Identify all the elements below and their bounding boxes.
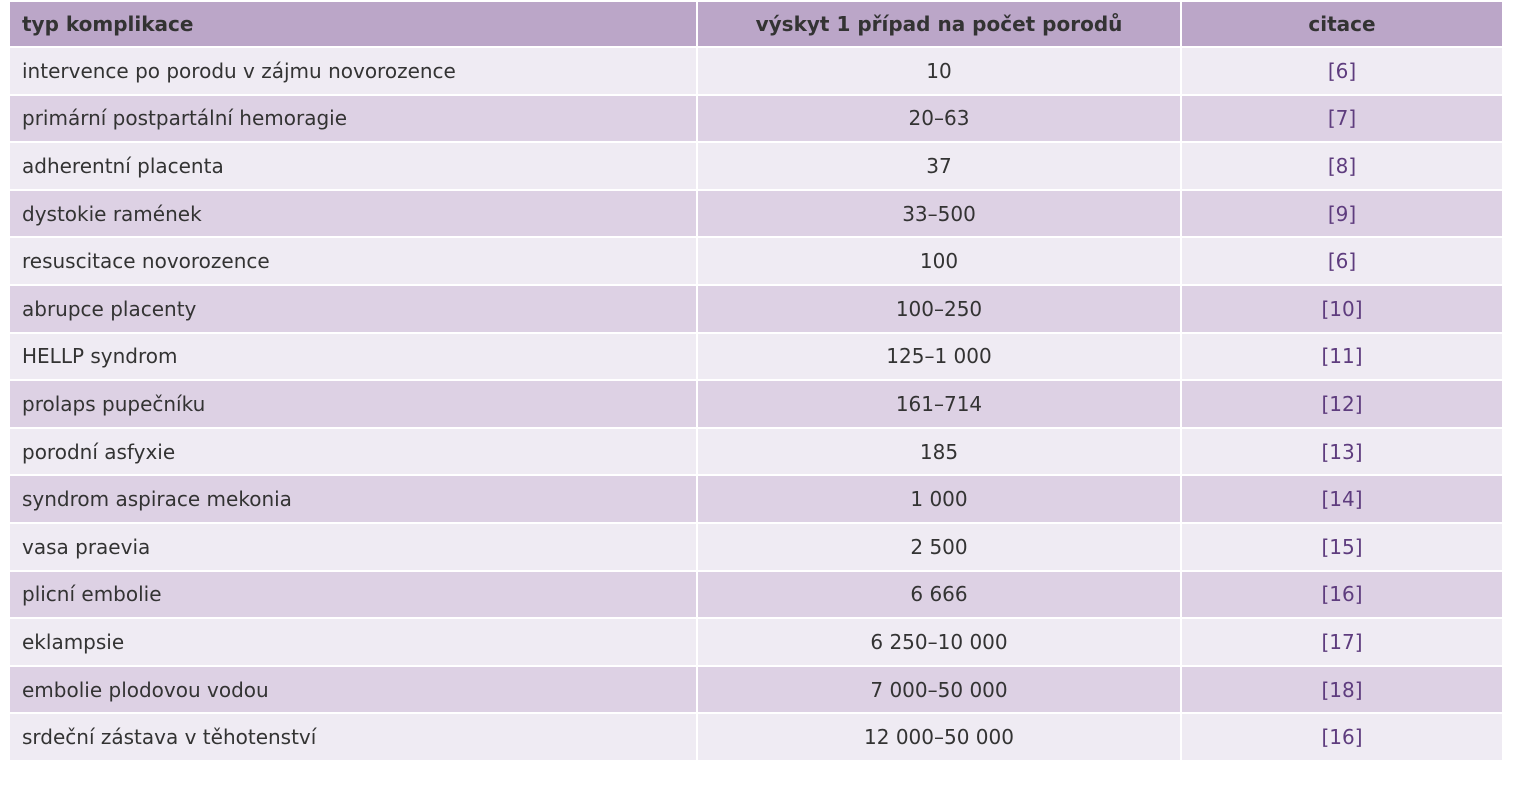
citation[interactable]: [11] [1180,331,1504,382]
citation[interactable]: [6] [1180,236,1504,286]
complication-type: srdeční zástava v těhotenství [8,712,698,762]
table-row: adherentní placenta 37 [8] [8,141,1504,191]
header-row: typ komplikace výskyt 1 případ na počet … [8,0,1504,48]
table-row: plicní embolie 6 666 [16] [8,569,1504,620]
table-row: srdeční zástava v těhotenství 12 000–50 0… [8,712,1504,762]
table-row: HELLP syndrom 125–1 000 [11] [8,331,1504,382]
incidence: 161–714 [696,379,1182,429]
table-row: resuscitace novorozence 100 [6] [8,236,1504,286]
complication-type: dystokie ramének [8,188,698,239]
complication-type: vasa praevia [8,521,698,572]
incidence: 20–63 [696,93,1182,144]
incidence: 37 [696,141,1182,191]
incidence: 12 000–50 000 [696,712,1182,762]
citation[interactable]: [14] [1180,474,1504,524]
citation[interactable]: [16] [1180,712,1504,762]
table-row: intervence po porodu v zájmu novorozence… [8,46,1504,96]
citation[interactable]: [15] [1180,521,1504,572]
citation[interactable]: [12] [1180,379,1504,429]
complication-type: plicní embolie [8,569,698,620]
complications-table: typ komplikace výskyt 1 případ na počet … [8,0,1504,762]
complication-type: syndrom aspirace mekonia [8,474,698,524]
incidence: 7 000–50 000 [696,664,1182,715]
table-row: eklampsie 6 250–10 000 [17] [8,617,1504,667]
table-row: syndrom aspirace mekonia 1 000 [14] [8,474,1504,524]
complication-type: eklampsie [8,617,698,667]
incidence: 1 000 [696,474,1182,524]
incidence: 33–500 [696,188,1182,239]
incidence: 6 250–10 000 [696,617,1182,667]
citation[interactable]: [13] [1180,426,1504,477]
incidence: 2 500 [696,521,1182,572]
complication-type: resuscitace novorozence [8,236,698,286]
complication-type: porodní asfyxie [8,426,698,477]
header-cell: výskyt 1 případ na počet porodů [696,0,1182,48]
complication-type: prolaps pupečníku [8,379,698,429]
incidence: 100 [696,236,1182,286]
incidence: 10 [696,46,1182,96]
complication-type: abrupce placenty [8,283,698,334]
table-body: intervence po porodu v zájmu novorozence… [8,46,1504,762]
complication-type: intervence po porodu v zájmu novorozence [8,46,698,96]
citation[interactable]: [9] [1180,188,1504,239]
citation[interactable]: [18] [1180,664,1504,715]
complication-type: HELLP syndrom [8,331,698,382]
table-row: abrupce placenty 100–250 [10] [8,283,1504,334]
header-cell: typ komplikace [8,0,698,48]
table-row: vasa praevia 2 500 [15] [8,521,1504,572]
table-row: dystokie ramének 33–500 [9] [8,188,1504,239]
complication-type: adherentní placenta [8,141,698,191]
table-row: prolaps pupečníku 161–714 [12] [8,379,1504,429]
incidence: 125–1 000 [696,331,1182,382]
header-cell: citace [1180,0,1504,48]
incidence: 6 666 [696,569,1182,620]
incidence: 185 [696,426,1182,477]
citation[interactable]: [17] [1180,617,1504,667]
citation[interactable]: [7] [1180,93,1504,144]
table-row: porodní asfyxie 185 [13] [8,426,1504,477]
table-row: embolie plodovou vodou 7 000–50 000 [18] [8,664,1504,715]
table-row: primární postpartální hemoragie 20–63 [7] [8,93,1504,144]
citation[interactable]: [6] [1180,46,1504,96]
complication-type: embolie plodovou vodou [8,664,698,715]
complication-type: primární postpartální hemoragie [8,93,698,144]
incidence: 100–250 [696,283,1182,334]
citation[interactable]: [16] [1180,569,1504,620]
citation[interactable]: [8] [1180,141,1504,191]
citation[interactable]: [10] [1180,283,1504,334]
